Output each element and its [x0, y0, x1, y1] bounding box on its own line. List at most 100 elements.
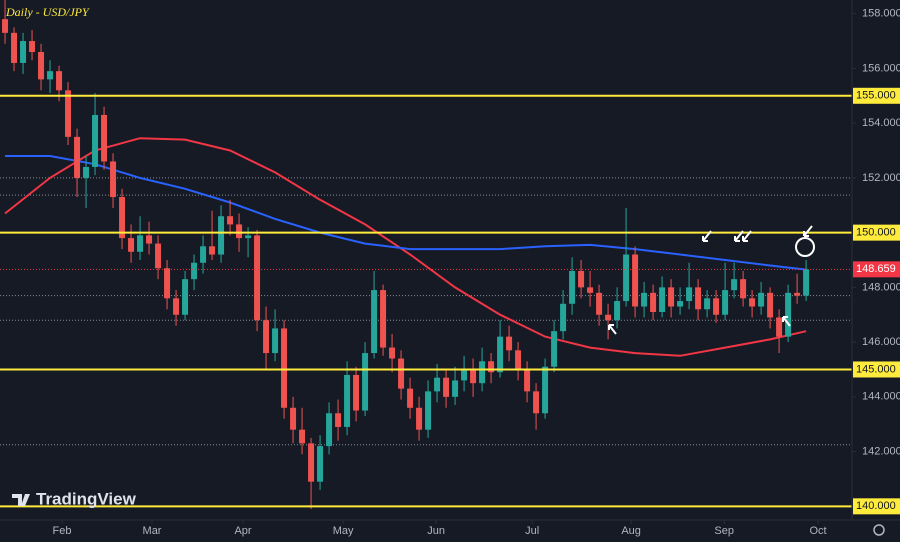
candle-body — [38, 52, 45, 80]
candle-body — [263, 320, 270, 354]
settings-gear[interactable] — [873, 524, 885, 536]
candle-body — [479, 361, 486, 384]
candle-body — [515, 350, 522, 370]
y-tick-label: 156.000 — [862, 62, 900, 74]
candle-body — [749, 298, 756, 307]
x-tick-label: Aug — [621, 525, 641, 537]
candle-body — [434, 377, 441, 392]
settings-icon[interactable] — [873, 524, 885, 536]
x-tick-label: Mar — [143, 525, 162, 537]
candle-body — [704, 298, 711, 310]
watermark: TradingView — [36, 489, 137, 508]
candle-body — [326, 413, 333, 447]
candle-body — [767, 292, 774, 318]
candle-body — [110, 161, 117, 198]
candle-body — [758, 292, 765, 307]
y-tick-label: 146.000 — [862, 336, 900, 348]
candle-body — [119, 197, 126, 239]
candle-body — [290, 407, 297, 430]
arrow — [803, 225, 813, 237]
candle-body — [47, 71, 54, 80]
key-level-badge — [853, 498, 900, 515]
highlight-circle — [795, 237, 815, 257]
candle-body — [362, 353, 369, 411]
candle-body — [416, 407, 423, 430]
arrow — [608, 324, 617, 335]
candle-body — [668, 287, 675, 307]
key-level-label: 150.000 — [856, 227, 896, 239]
key-level-label: 145.000 — [856, 363, 896, 375]
candle-body — [569, 270, 576, 304]
candle-body — [371, 290, 378, 354]
logo-mark — [12, 494, 30, 506]
candle-body — [587, 287, 594, 293]
x-tick-label: Sep — [714, 525, 734, 537]
chart-title: Daily - USD/JPY — [5, 5, 90, 19]
current-price-badge — [853, 261, 900, 278]
key-level-label: 140.000 — [856, 500, 896, 512]
candle-body — [695, 287, 702, 310]
candle-body — [560, 303, 567, 332]
y-tick-label: 154.000 — [862, 117, 900, 129]
arrow — [782, 316, 791, 327]
logo: TradingView — [12, 489, 137, 508]
candle-body — [641, 292, 648, 307]
candle-body — [722, 290, 729, 315]
candle-body — [317, 446, 324, 482]
candle-body — [650, 292, 657, 312]
candle-body — [65, 90, 72, 137]
candle-body — [794, 292, 801, 296]
candle-body — [2, 19, 9, 33]
candle-body — [443, 377, 450, 397]
candle-body — [524, 369, 531, 392]
arrow — [742, 230, 752, 242]
lines-layer — [4, 137, 807, 357]
x-tick-label: Feb — [53, 525, 72, 537]
candle-body — [191, 262, 198, 280]
candle-body — [344, 374, 351, 427]
candle-body — [578, 270, 585, 288]
candle-body — [101, 114, 108, 162]
candle-body — [29, 41, 36, 52]
candle-body — [245, 235, 252, 239]
candle-body — [281, 328, 288, 408]
candle-body — [623, 254, 630, 302]
candle-body — [227, 216, 234, 225]
y-tick-label: 152.000 — [862, 172, 900, 184]
candle-body — [272, 328, 279, 354]
candle-body — [632, 254, 639, 307]
candle-body — [596, 292, 603, 315]
candle-body — [83, 166, 90, 178]
candle-body — [236, 224, 243, 239]
current-price-label: 148.659 — [856, 263, 896, 275]
axis-layer: 158.000 156.000 154.000 152.000 148.000 146.0… — [53, 8, 900, 537]
candle-body — [452, 380, 459, 397]
candle-body — [209, 246, 216, 255]
candle-body — [20, 41, 27, 63]
candle-body — [92, 114, 99, 167]
candle-body — [137, 235, 144, 252]
candle-body — [164, 268, 171, 299]
levels-layer — [0, 94, 852, 508]
candle-body — [605, 314, 612, 321]
candle-body — [146, 235, 153, 244]
candle-body — [398, 358, 405, 389]
x-tick-label: Oct — [810, 525, 827, 537]
candle-body — [776, 317, 783, 337]
y-tick-label: 148.000 — [862, 281, 900, 293]
candle-body — [461, 369, 468, 381]
key-level-label: 155.000 — [856, 90, 896, 102]
candle-body — [200, 246, 207, 263]
candle-body — [335, 413, 342, 427]
candle-body — [533, 391, 540, 414]
key-level-badge — [853, 361, 900, 378]
moving-average — [4, 137, 807, 357]
arrow — [734, 230, 744, 242]
candle-body — [173, 298, 180, 315]
candle-body — [470, 369, 477, 384]
candle-body — [155, 243, 162, 269]
candle-body — [659, 287, 666, 312]
